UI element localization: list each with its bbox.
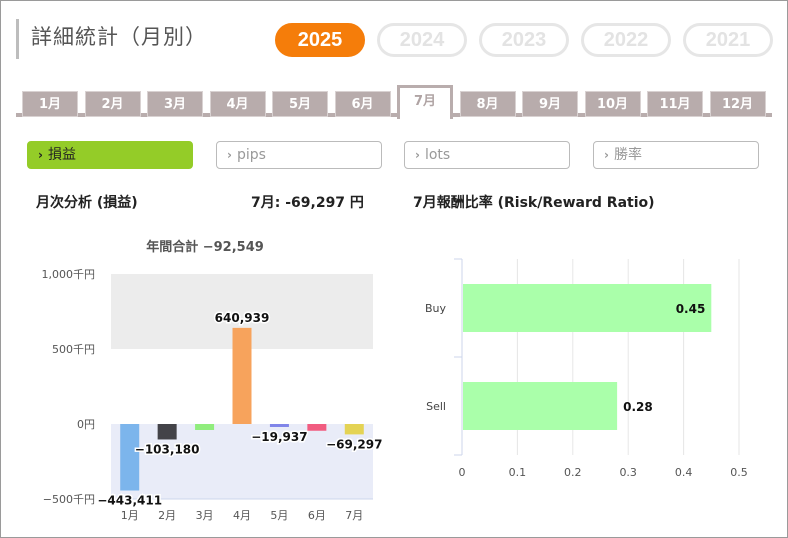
- year-button-2022[interactable]: 2022: [581, 23, 671, 57]
- y-tick-label: Buy: [425, 302, 447, 315]
- year-button-2021[interactable]: 2021: [683, 23, 773, 57]
- filter-button-1[interactable]: › pips: [216, 141, 382, 169]
- month-summary: 7月: -69,297 円: [251, 195, 364, 211]
- year-button-2025[interactable]: 2025: [275, 23, 365, 57]
- page-title: 詳細統計（月別）: [31, 25, 207, 49]
- x-tick-label: 7月: [345, 509, 363, 522]
- x-tick-label: 0.1: [509, 466, 527, 479]
- data-label: 0.28: [623, 400, 653, 414]
- x-tick-label: 0.5: [730, 466, 748, 479]
- tab-month-10[interactable]: 10月: [584, 91, 641, 117]
- bar-1月: [120, 424, 140, 491]
- y-tick-label: 1,000千円: [42, 268, 96, 281]
- bar-Sell: [463, 382, 618, 430]
- tab-month-11[interactable]: 11月: [647, 91, 703, 117]
- risk-reward-heading: 7月報酬比率 (Risk/Reward Ratio): [413, 195, 655, 211]
- bar-7月: [344, 424, 364, 435]
- filter-button-2[interactable]: › lots: [404, 141, 570, 169]
- bar-Buy: [463, 284, 712, 332]
- chevron-right-icon: ›: [604, 148, 609, 162]
- risk-reward-chart: 0 0.1 0.2 0.3 0.4 0.5 Buy 0.45 Sell 0.28: [425, 258, 748, 479]
- data-label: −103,180: [135, 442, 200, 456]
- data-label: −69,297: [326, 437, 382, 451]
- annual-total-label: 年間合計 −92,549: [146, 239, 264, 255]
- chevron-right-icon: ›: [38, 148, 43, 162]
- x-tick-label: 0.4: [675, 466, 693, 479]
- filter-label: 勝率: [613, 147, 642, 163]
- bar-2月: [157, 424, 177, 440]
- plot-band-lower: [111, 424, 373, 499]
- filter-label: 損益: [47, 147, 76, 163]
- tab-month-12[interactable]: 12月: [709, 91, 766, 117]
- tab-month-3[interactable]: 3月: [147, 91, 203, 117]
- chevron-right-icon: ›: [227, 148, 232, 162]
- x-tick-label: 0: [459, 466, 466, 479]
- y-tick-label: Sell: [426, 400, 446, 413]
- bar-6月: [307, 424, 327, 431]
- filter-button-3[interactable]: › 勝率: [593, 141, 759, 169]
- bar-5月: [269, 424, 289, 427]
- tab-month-5[interactable]: 5月: [272, 91, 328, 117]
- x-tick-label: 6月: [308, 509, 326, 522]
- tab-month-7[interactable]: 7月: [397, 85, 453, 119]
- data-label: −19,937: [251, 430, 307, 444]
- y-tick-label: −500千円: [43, 493, 95, 506]
- tab-month-8[interactable]: 8月: [459, 91, 516, 117]
- x-tick-label: 0.2: [564, 466, 582, 479]
- data-label: 0.45: [676, 302, 706, 316]
- tab-month-1[interactable]: 1月: [22, 91, 78, 117]
- title-bar: 詳細統計（月別）: [16, 19, 207, 59]
- filter-label: lots: [424, 147, 451, 163]
- x-tick-label: 5月: [270, 509, 288, 522]
- data-label: 640,939: [215, 311, 270, 325]
- y-tick-label: 500千円: [52, 343, 95, 356]
- tab-month-6[interactable]: 6月: [334, 91, 391, 117]
- bar-4月: [232, 327, 252, 424]
- x-tick-label: 1月: [121, 509, 139, 522]
- tab-month-4[interactable]: 4月: [209, 91, 266, 117]
- filter-button-0[interactable]: › 損益: [27, 141, 193, 169]
- year-button-2024[interactable]: 2024: [377, 23, 467, 57]
- chevron-right-icon: ›: [415, 148, 420, 162]
- bar-3月: [195, 424, 215, 430]
- tab-month-2[interactable]: 2月: [84, 91, 141, 117]
- data-label: −443,411: [97, 494, 162, 508]
- y-tick-label: 0円: [77, 418, 95, 431]
- filter-label: pips: [236, 147, 266, 163]
- year-selector: 2025 2024 2023 2022 2021: [275, 23, 773, 57]
- x-tick-label: 3月: [196, 509, 214, 522]
- monthly-analysis-heading: 月次分析 (損益): [36, 195, 138, 211]
- x-tick-label: 4月: [233, 509, 251, 522]
- tab-month-9[interactable]: 9月: [522, 91, 578, 117]
- month-tabs: 1月 2月 3月 4月 5月 6月 7月 8月 9月 10月 11月 12月: [16, 85, 772, 119]
- monthly-pnl-chart: 年間合計 −92,549 1,000千円 500千円 0円 −500千円 1月−443,4…: [42, 239, 384, 522]
- x-tick-label: 0.3: [619, 466, 637, 479]
- year-button-2023[interactable]: 2023: [479, 23, 569, 57]
- x-tick-label: 2月: [158, 509, 176, 522]
